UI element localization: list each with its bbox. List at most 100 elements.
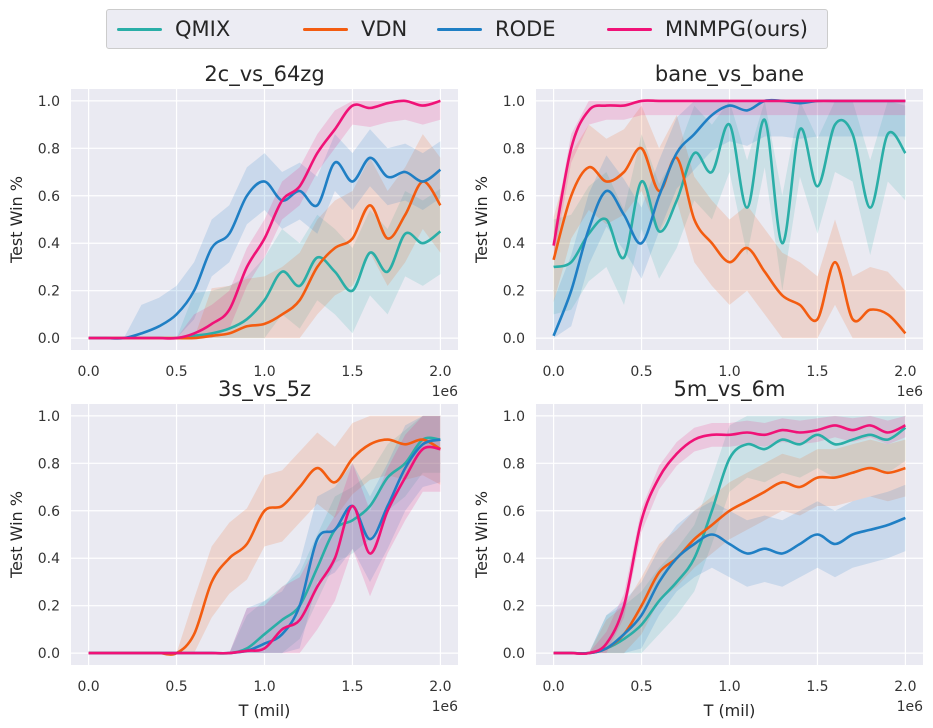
- chart-2c-vs-64zg-y-axis-label: Test Win %: [7, 176, 26, 264]
- chart-5m-vs-6m-y-tick-label: 1.0: [503, 409, 525, 425]
- chart-5m-vs-6m-x-offset-label: 1e6: [897, 699, 924, 715]
- chart-3s-vs-5z-x-tick-label: 1.5: [341, 679, 363, 695]
- chart-3s-vs-5z-x-tick-label: 0.0: [77, 679, 99, 695]
- chart-5m-vs-6m-line-mnmpg-ours: [553, 424, 906, 656]
- chart-bane-vs-bane-line-qmix: [553, 118, 907, 269]
- legend-swatch-qmix: [117, 27, 162, 31]
- legend-swatch-mnmpg: [607, 27, 652, 31]
- chart-5m-vs-6m: 0.0 0.5 1.0 1.5 2.0 0.0 0.2 0.4 0.6 0.8 1.0 5m_vs_6…: [472, 377, 923, 720]
- chart-2c-vs-64zg-y-tick-label: 0.8: [38, 141, 60, 157]
- chart-2c-vs-64zg-y-tick-label: 0.2: [38, 284, 60, 300]
- chart-5m-vs-6m-x-tick-label: 0.0: [542, 679, 564, 695]
- chart-2c-vs-64zg-y-tick-label: 0.0: [38, 331, 60, 347]
- chart-3s-vs-5z-y-tick-label: 1.0: [38, 409, 60, 425]
- chart-3s-vs-5z-x-tick-label: 1.0: [253, 679, 275, 695]
- chart-5m-vs-6m-y-tick-label: 0.0: [503, 646, 525, 662]
- chart-3s-vs-5z-x-offset-label: 1e6: [432, 699, 459, 715]
- chart-3s-vs-5z-band-rode: [88, 415, 441, 654]
- chart-bane-vs-bane-y-tick-label: 0.6: [503, 189, 525, 205]
- legend-item-rode: RODE: [437, 10, 556, 48]
- chart-3s-vs-5z-x-axis-label: T (mil): [238, 701, 291, 720]
- chart-bane-vs-bane-band-qmix: [553, 100, 906, 315]
- chart-bane-vs-bane-y-tick-label: 0.8: [503, 141, 525, 157]
- chart-2c-vs-64zg-x-offset-label: 1e6: [432, 384, 459, 400]
- chart-2c-vs-64zg-band-qmix: [88, 188, 441, 339]
- chart-5m-vs-6m-y-tick-label: 0.8: [503, 456, 525, 472]
- chart-bane-vs-bane-x-tick-label: 0.5: [630, 364, 652, 380]
- chart-2c-vs-64zg-line-mnmpg-ours: [88, 99, 441, 340]
- chart-3s-vs-5z-y-axis-label: Test Win %: [7, 491, 26, 579]
- chart-bane-vs-bane-y-tick-label: 0.2: [503, 284, 525, 300]
- chart-5m-vs-6m-x-tick-label: 0.5: [630, 679, 652, 695]
- chart-2c-vs-64zg-band-vdn: [88, 134, 441, 339]
- chart-3s-vs-5z-x-tick-label: 0.5: [165, 679, 187, 695]
- chart-bane-vs-bane: 0.0 0.5 1.0 1.5 2.0 0.0 0.2 0.4 0.6 0.8 1.0 bane_vs…: [472, 62, 923, 400]
- chart-2c-vs-64zg-title: 2c_vs_64zg: [204, 62, 324, 87]
- legend-item-vdn: VDN: [303, 10, 407, 48]
- chart-3s-vs-5z-band-vdn: [88, 415, 441, 654]
- chart-3s-vs-5z-y-tick-label: 0.8: [38, 456, 60, 472]
- legend-label-rode: RODE: [495, 17, 556, 41]
- legend-label-vdn: VDN: [361, 17, 408, 41]
- legend-label-qmix: QMIX: [175, 17, 231, 41]
- chart-5m-vs-6m-x-tick-label: 1.5: [806, 679, 828, 695]
- chart-bane-vs-bane-band-vdn: [553, 105, 906, 339]
- chart-bane-vs-bane-y-tick-label: 0.4: [503, 236, 525, 252]
- legend-label-mnmpg: MNMPG(ours): [665, 17, 809, 41]
- chart-bane-vs-bane-band-rode: [553, 100, 906, 339]
- chart-5m-vs-6m-y-tick-label: 0.6: [503, 504, 525, 520]
- chart-bane-vs-bane-x-offset-label: 1e6: [897, 384, 924, 400]
- legend-swatch-vdn: [303, 27, 348, 31]
- chart-5m-vs-6m-y-axis-label: Test Win %: [472, 491, 491, 579]
- chart-5m-vs-6m-band-vdn: [553, 439, 906, 654]
- chart-5m-vs-6m-y-tick-label: 0.4: [503, 551, 525, 567]
- chart-2c-vs-64zg-grid: [71, 89, 458, 350]
- chart-5m-vs-6m-x-axis-label: T (mil): [703, 701, 756, 720]
- chart-3s-vs-5z-band-qmix: [88, 415, 441, 654]
- chart-bane-vs-bane-line-mnmpg-ours: [552, 99, 906, 246]
- chart-bane-vs-bane-y-tick-label: 1.0: [503, 94, 525, 110]
- chart-bane-vs-bane-y-axis-label: Test Win %: [472, 176, 491, 264]
- chart-bane-vs-bane-band-mnmpg-ours: [553, 100, 906, 260]
- legend-swatch-rode: [437, 27, 482, 31]
- legend-item-mnmpg: MNMPG(ours): [607, 10, 808, 48]
- chart-2c-vs-64zg-line-rode: [88, 156, 442, 340]
- chart-2c-vs-64zg-x-tick-label: 2.0: [429, 364, 451, 380]
- chart-3s-vs-5z-band-mnmpg-ours: [88, 415, 441, 654]
- chart-2c-vs-64zg-band-mnmpg-ours: [88, 100, 441, 339]
- chart-2c-vs-64zg-y-tick-label: 0.6: [38, 189, 60, 205]
- chart-bane-vs-bane-x-tick-label: 1.0: [718, 364, 740, 380]
- chart-2c-vs-64zg-x-tick-label: 0.0: [77, 364, 99, 380]
- chart-5m-vs-6m-line-rode: [553, 516, 906, 655]
- chart-3s-vs-5z-line-mnmpg-ours: [88, 445, 441, 655]
- chart-5m-vs-6m-x-tick-label: 1.0: [718, 679, 740, 695]
- legend: QMIX VDN RODE MNMPG(ours): [106, 9, 828, 49]
- chart-3s-vs-5z-x-tick-label: 2.0: [429, 679, 451, 695]
- chart-2c-vs-64zg-x-tick-label: 1.0: [253, 364, 275, 380]
- chart-5m-vs-6m-y-tick-label: 0.2: [503, 599, 525, 615]
- chart-bane-vs-bane-x-tick-label: 1.5: [806, 364, 828, 380]
- legend-item-qmix: QMIX: [117, 10, 230, 48]
- chart-3s-vs-5z-y-tick-label: 0.4: [38, 551, 60, 567]
- chart-5m-vs-6m-x-tick-label: 2.0: [894, 679, 916, 695]
- chart-2c-vs-64zg: 0.0 0.5 1.0 1.5 2.0 0.0 0.2 0.4 0.6 0.8 1.0 2c_vs_6…: [7, 62, 458, 400]
- chart-bane-vs-bane-line-vdn: [552, 146, 907, 335]
- chart-5m-vs-6m-band-rode: [553, 484, 906, 654]
- chart-bane-vs-bane-y-tick-label: 0.0: [503, 331, 525, 347]
- chart-2c-vs-64zg-x-tick-label: 1.5: [341, 364, 363, 380]
- chart-3s-vs-5z-title: 3s_vs_5z: [218, 377, 311, 402]
- chart-5m-vs-6m-band-qmix: [553, 415, 906, 654]
- chart-5m-vs-6m-title: 5m_vs_6m: [673, 377, 785, 402]
- chart-bane-vs-bane-x-tick-label: 0.0: [542, 364, 564, 380]
- chart-3s-vs-5z-y-tick-label: 0.2: [38, 599, 60, 615]
- chart-3s-vs-5z: 0.0 0.5 1.0 1.5 2.0 0.0 0.2 0.4 0.6 0.8 1.0 3s_vs_5…: [7, 377, 458, 720]
- chart-2c-vs-64zg-y-tick-label: 0.4: [38, 236, 60, 252]
- chart-2c-vs-64zg-y-tick-label: 1.0: [38, 94, 60, 110]
- chart-bane-vs-bane-title: bane_vs_bane: [655, 62, 804, 87]
- chart-3s-vs-5z-y-tick-label: 0.6: [38, 504, 60, 520]
- chart-3s-vs-5z-y-tick-label: 0.0: [38, 646, 60, 662]
- chart-2c-vs-64zg-x-tick-label: 0.5: [165, 364, 187, 380]
- chart-bane-vs-bane-x-tick-label: 2.0: [894, 364, 916, 380]
